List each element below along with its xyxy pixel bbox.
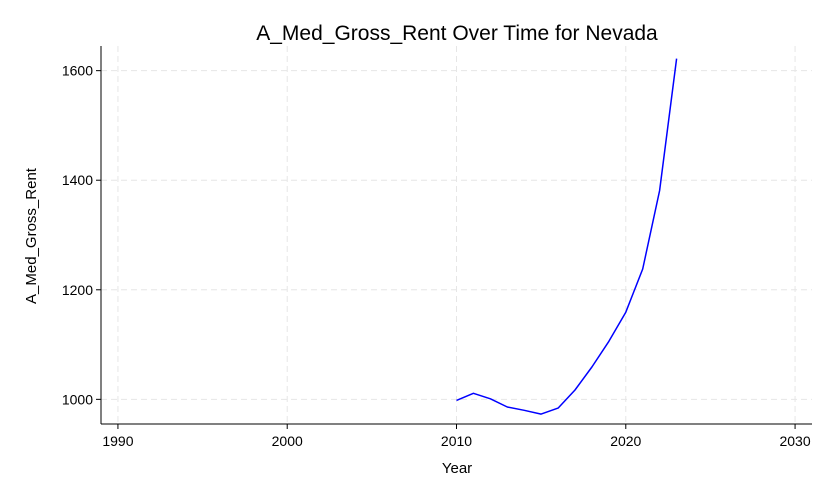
y-tick-label: 1400 (62, 172, 93, 188)
ticks: 1990 2000 2010 2020 2030 1000 1200 1400 1600 (62, 63, 811, 449)
series-layer (456, 58, 678, 415)
chart-title: A_Med_Gross_Rent Over Time for Nevada (256, 22, 658, 45)
y-axis-title: A_Med_Gross_Rent (23, 167, 40, 304)
grid (101, 46, 812, 424)
y-tick-label: 1600 (62, 63, 93, 79)
x-tick-label: 1990 (102, 433, 133, 449)
x-tick-label: 2010 (441, 433, 472, 449)
series-line (456, 58, 678, 415)
y-tick-label: 1000 (62, 391, 93, 407)
x-axis-title: Year (442, 460, 472, 477)
x-tick-label: 2020 (610, 433, 641, 449)
x-tick-label: 2030 (779, 433, 810, 449)
x-tick-label: 2000 (272, 433, 303, 449)
y-tick-label: 1200 (62, 282, 93, 298)
